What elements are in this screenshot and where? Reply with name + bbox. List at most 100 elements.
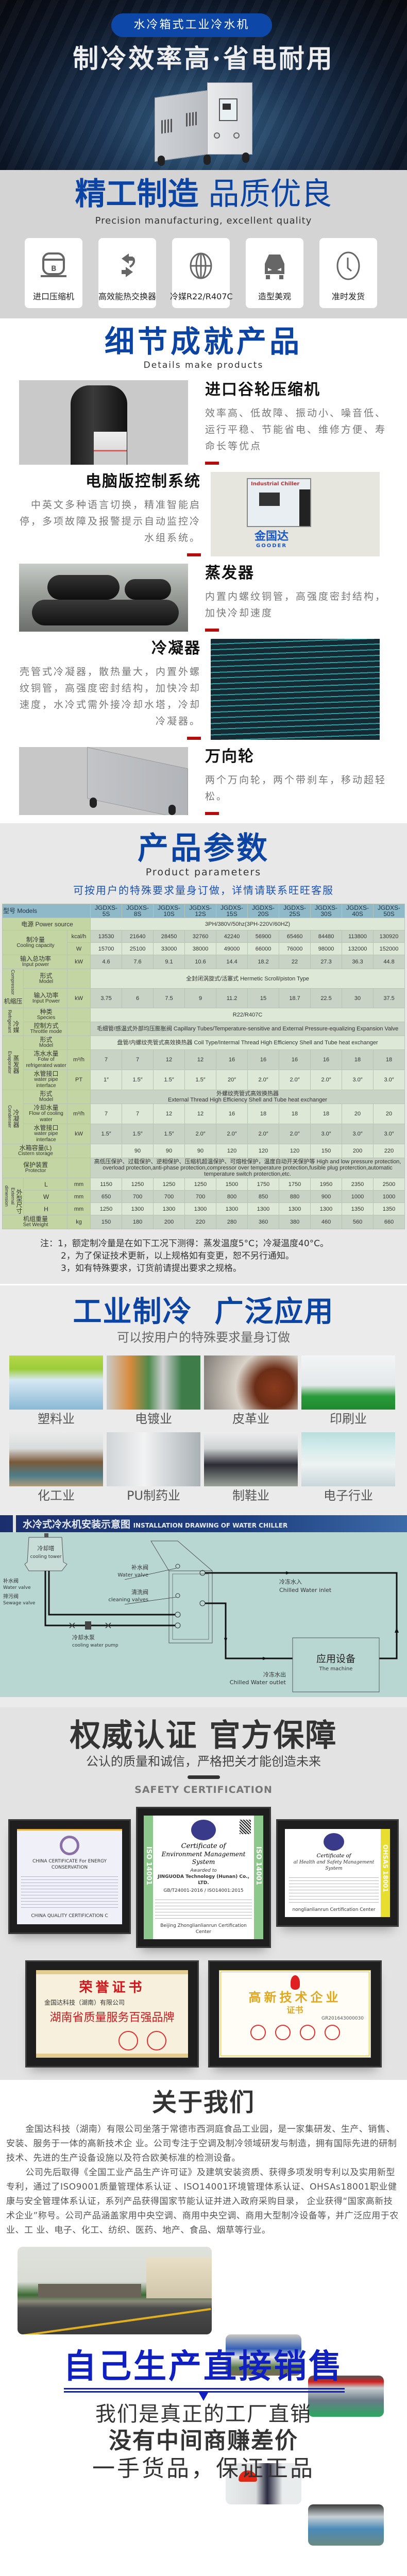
row-label: 水管接口 water pipe interface xyxy=(23,1124,67,1145)
spec-value: 460 xyxy=(310,1215,343,1230)
red-seal-icon xyxy=(250,2025,266,2041)
spec-value: 1300 xyxy=(247,1202,280,1216)
table-row: Condenser冷凝器 形式 Model 外螺纹壳管式高效换热器 External T… xyxy=(2,1090,405,1145)
row-label: 机组重量 Set Weight xyxy=(2,1215,67,1230)
spec-value: 28450 xyxy=(153,930,185,943)
spec-value: 30 xyxy=(342,988,374,1009)
red-seal-icon xyxy=(118,2031,138,2051)
certificate-frame-ohsas: Certificate of al Health and Safety Mana… xyxy=(276,1819,399,1927)
valve-icon xyxy=(69,1622,111,1629)
row-label-cn: 水箱容量(L) xyxy=(19,1144,52,1152)
spec-value: 98000 xyxy=(310,942,343,955)
evaporator-compressor xyxy=(125,579,171,600)
pump-icon xyxy=(85,1621,91,1630)
table-row: 水箱容量(L) Cistern storage 90 90 90 120 120 120 150… xyxy=(2,1144,405,1159)
row-label-cn: 制冷量 xyxy=(26,936,45,943)
red-seal-icon xyxy=(324,2025,340,2041)
label-machine-cn: 应用设备 xyxy=(316,1653,355,1665)
clock-icon xyxy=(336,251,360,280)
spec-value: 1350 xyxy=(373,1202,405,1216)
spec-value: 120 xyxy=(247,1144,280,1159)
label-cooling-tower-cn: 冷却塔 xyxy=(38,1545,55,1552)
certificate-footer: nonglianlianrun Certification Center xyxy=(292,1907,376,1913)
unit-cell: kW xyxy=(66,1124,91,1145)
evaporator-compressor xyxy=(47,575,120,600)
row-label: 形式 Model xyxy=(23,1090,67,1105)
row-label-cn: 输入功率 xyxy=(33,991,59,999)
accent-bar xyxy=(205,629,219,632)
feature-card: 准时发货 xyxy=(319,238,377,308)
row-label-en: water pipe interface xyxy=(34,1131,58,1143)
spec-value: 1750 xyxy=(279,1178,311,1191)
vent-grille xyxy=(161,118,173,134)
exchange-arrows-icon xyxy=(122,253,135,277)
row-label-en: Species xyxy=(37,1015,56,1021)
row-label: 控制方式 Throttle mode xyxy=(23,1022,67,1037)
industry-photo-printing xyxy=(301,1355,395,1410)
row-label: 输入功率 Input Power xyxy=(23,988,67,1009)
certificate-paper: 荣誉证书 金国达科技（湖南）有限公司 湖南省质量服务百强品牌 xyxy=(36,1970,188,2058)
compressor-label xyxy=(94,432,127,465)
caster-wheel-icon xyxy=(204,155,211,165)
certificate-frame-iso14001: Certificate of Environment Management Sy… xyxy=(136,1807,271,1948)
model-column-header: JGDXS-15S xyxy=(216,904,248,918)
label-water-valve-cn: 补水阀 xyxy=(131,1564,148,1571)
hitech-certificate-frame: 高新技术企业 证书 GR201643000030 xyxy=(208,1960,382,2068)
group-label-cn: 冷媒 xyxy=(12,1020,20,1033)
spec-value: 18 xyxy=(373,1049,405,1071)
spec-value: 15 xyxy=(247,988,280,1009)
panel-edge xyxy=(299,489,310,526)
row-label-en: water pipe interface xyxy=(34,1077,58,1089)
row-label-cn: H xyxy=(44,1205,48,1213)
table-row: W 15700 25100 33000 38000 49000 66000 76000 9800… xyxy=(3,942,405,955)
red-seal-icon xyxy=(147,2031,166,2051)
row-label-cn: 形式 xyxy=(40,972,53,979)
models-header-label: 型号 Models xyxy=(2,904,91,918)
spec-value: 2.0″ xyxy=(279,1124,311,1145)
unit-cell: m³/h xyxy=(66,1049,91,1071)
spec-value: 130920 xyxy=(373,930,405,943)
spec-value: 132000 xyxy=(342,942,374,955)
spec-value: 200 xyxy=(153,1215,185,1230)
control-screen xyxy=(223,104,231,110)
label-cooling-tower-en: cooling tower xyxy=(30,1554,62,1560)
certificate-side-label: OHSAS 18001 xyxy=(382,1844,389,1892)
spec-value: 16 xyxy=(216,1104,248,1125)
applications-section: 工业制冷 广泛应用 可以按用户的特殊要求量身订做 塑料业 电镀业 皮革业 印刷业… xyxy=(0,1285,407,1708)
spec-value: 37.5 xyxy=(373,988,405,1009)
spec-value: 84480 xyxy=(310,930,343,943)
spec-value: 18 xyxy=(310,1104,343,1125)
row-label-en: Cooling capacity xyxy=(16,942,55,948)
spec-span-value: 全封闭涡旋式/活塞式 Hermetic Scroll/piston Type xyxy=(90,969,405,989)
spec-value: 900 xyxy=(310,1190,343,1204)
table-row: 机组重量 Set Weight kg 150 180 200 220 280 360 380 460… xyxy=(2,1215,405,1230)
direct-sale-title: 自己生产直接销售 xyxy=(63,2348,344,2386)
row-label-cn: 形式 xyxy=(40,1036,53,1044)
office-building xyxy=(146,2257,212,2299)
spec-value: 44.8 xyxy=(373,955,405,969)
road-line xyxy=(18,2308,211,2335)
custom-order-note: 可按用户的特殊要求量身订做，详情请联系旺旺客服 xyxy=(73,884,334,896)
row-label-cn: 水管接口 xyxy=(33,1124,59,1132)
title-underline xyxy=(64,2391,345,2393)
chiller-product-image xyxy=(155,82,252,167)
industry-label: 印刷业 xyxy=(330,1412,367,1427)
industry-photo-plastics xyxy=(9,1355,103,1410)
row-label-en: Model xyxy=(39,978,54,985)
certificate-footer: Beijing Zhonglianlianrun Certification C… xyxy=(160,1923,247,1935)
caster-wheel-icon xyxy=(158,156,165,166)
applications-title: 工业制冷 广泛应用 xyxy=(73,1295,334,1329)
row-label-en: Model xyxy=(39,1097,54,1103)
installation-header: 水冷式冷水机安装示意图 INSTALLATION DRAWING OF WATE… xyxy=(0,1515,407,1533)
caster-wheel-icon xyxy=(90,798,97,808)
spec-value: 3.75 xyxy=(90,988,123,1009)
spec-value: 880 xyxy=(279,1190,311,1204)
row-label-en: Flow of cooling water xyxy=(29,1111,63,1123)
row-label-en: Set Weight xyxy=(23,1222,48,1228)
unit-cell: m³/h xyxy=(66,1104,91,1125)
hard-hat xyxy=(239,2470,257,2482)
spec-value: 36.3 xyxy=(342,955,374,969)
spec-value: 12 xyxy=(153,1049,185,1071)
row-label-cn: 冷却水量 xyxy=(33,1104,59,1112)
